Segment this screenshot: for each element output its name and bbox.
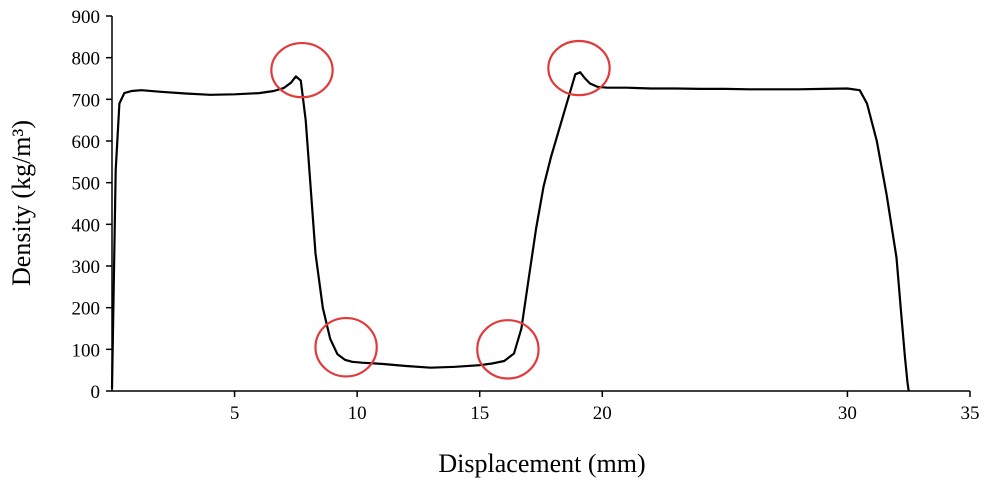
highlight-circle bbox=[314, 316, 378, 378]
highlight-circle bbox=[547, 39, 611, 97]
highlight-circle bbox=[476, 319, 540, 380]
annotation-layer bbox=[270, 39, 611, 380]
y-tick-label: 600 bbox=[72, 132, 101, 153]
y-tick-label: 700 bbox=[72, 90, 101, 111]
y-tick-label: 200 bbox=[72, 299, 101, 320]
x-tick-label: 30 bbox=[838, 403, 857, 424]
x-tick-label: 20 bbox=[593, 403, 612, 424]
y-tick-label: 100 bbox=[72, 340, 101, 361]
y-tick-label: 300 bbox=[72, 257, 101, 278]
y-tick-label: 0 bbox=[91, 382, 101, 403]
x-tick-label: 10 bbox=[348, 403, 367, 424]
series-layer bbox=[110, 71, 910, 392]
density-series-line bbox=[110, 71, 910, 392]
x-tick-label: 5 bbox=[230, 403, 240, 424]
y-tick-label: 800 bbox=[72, 49, 101, 70]
x-tick-label: 15 bbox=[470, 403, 489, 424]
y-axis-title: Density (kg/m³) bbox=[7, 120, 36, 286]
highlight-circle bbox=[270, 41, 334, 99]
y-tick-label: 400 bbox=[72, 215, 101, 236]
x-axis-title: Displacement (mm) bbox=[438, 449, 645, 478]
x-tick-label: 35 bbox=[961, 403, 980, 424]
ticks: 0 100 200 300 400 500 600 700 800 900 5 10 15 20 30 35 bbox=[72, 7, 980, 424]
y-tick-label: 500 bbox=[72, 174, 101, 195]
y-tick-label: 900 bbox=[72, 7, 101, 28]
